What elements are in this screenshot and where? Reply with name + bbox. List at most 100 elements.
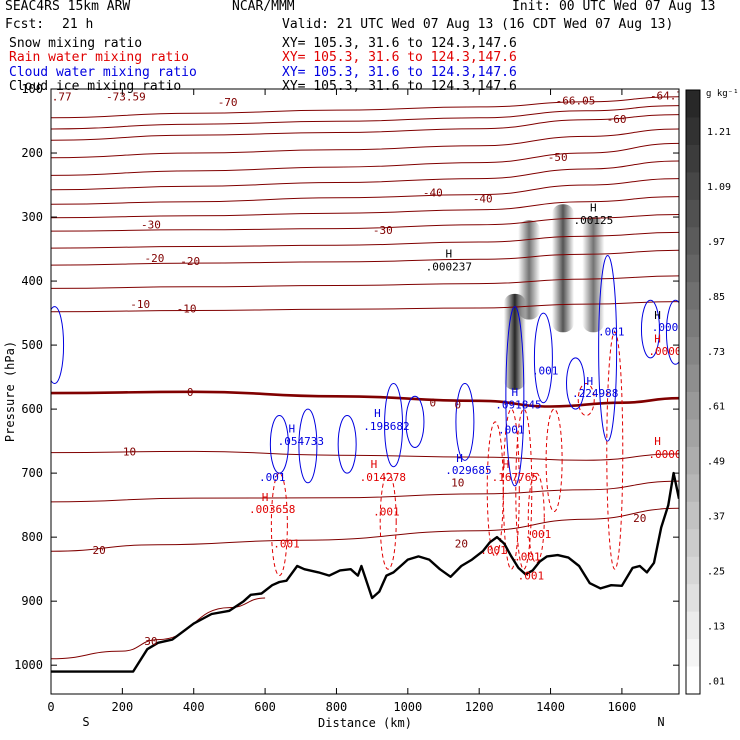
field-snow-name: Snow mixing ratio <box>9 36 143 51</box>
temp-contour-10 <box>51 450 679 461</box>
y-tick-label-1: 200 <box>21 146 43 160</box>
colorbar-segment-9 <box>686 337 700 366</box>
colorbar-label-0: 1.21 <box>707 127 731 138</box>
contour-label-12: 0 <box>429 397 436 410</box>
extremum-label-18: .054733 <box>278 435 324 448</box>
cloud-water-contour-7 <box>505 306 525 487</box>
temp-contour-minor-8 <box>51 480 679 503</box>
temp-contour-minor-2 <box>51 160 679 191</box>
colorbar-segment-0 <box>686 90 700 118</box>
y-tick-label-4: 500 <box>21 338 43 352</box>
temp-contour-m50 <box>51 142 679 176</box>
colorbar-segment-21 <box>686 666 700 695</box>
x-tick-label-0: 0 <box>47 700 54 714</box>
colorbar-label-3: .85 <box>707 292 725 303</box>
colorbar-segment-13 <box>686 446 700 475</box>
extremum-label-24: .014278 <box>360 471 406 484</box>
cloud-water-contour-3 <box>337 415 357 474</box>
contour-label-16: 20 <box>93 544 106 557</box>
colorbar-segment-16 <box>686 529 700 558</box>
snow-plume-3 <box>582 217 605 333</box>
extremum-label-4: H <box>654 309 661 322</box>
colorbar-segment-11 <box>686 392 700 420</box>
extremum-label-12: H <box>586 375 593 388</box>
snow-plume-2 <box>552 204 575 333</box>
contour-label-4: -40 <box>473 192 493 205</box>
model-title: SEAC4RS 15km ARW <box>5 0 131 14</box>
extremum-label-10: H <box>512 386 519 399</box>
y-tick-label-8: 900 <box>21 594 43 608</box>
contour-label-23: .77 <box>52 91 72 104</box>
colorbar-segment-12 <box>686 419 700 448</box>
north-label: N <box>657 715 664 729</box>
y-tick-label-2: 300 <box>21 210 43 224</box>
x-tick-label-1: 200 <box>112 700 134 714</box>
y-tick-label-9: 1000 <box>14 658 43 672</box>
y-tick-label-3: 400 <box>21 274 43 288</box>
snow-plume-0 <box>503 293 526 390</box>
temp-contour-minor-4 <box>51 231 679 249</box>
x-tick-label-8: 1600 <box>607 700 636 714</box>
temp-contour-20 <box>51 507 679 552</box>
colorbar-segment-8 <box>686 309 700 338</box>
colorbar-segment-19 <box>686 611 700 640</box>
temp-contour-minor-1 <box>51 128 679 159</box>
extremum-label-26: .167765 <box>492 471 538 484</box>
colorbar-segment-4 <box>686 199 700 228</box>
extremum-label-2: H <box>446 248 453 261</box>
colorbar-label-6: .49 <box>707 457 725 468</box>
x-tick-label-4: 800 <box>326 700 348 714</box>
cloud-water-contours <box>51 254 679 487</box>
extremum-label-9: .001 <box>532 365 559 378</box>
extremum-label-30: .001 <box>373 506 400 519</box>
rain-contour-8 <box>577 382 595 417</box>
contour-label-5: -30 <box>141 219 161 232</box>
extremum-label-27: .001 <box>259 471 286 484</box>
colorbar-label-2: .97 <box>707 237 725 248</box>
extremum-label-0: H <box>590 201 597 214</box>
snow-shading <box>503 204 605 390</box>
colorbar-segment-17 <box>686 556 700 585</box>
colorbar-segment-15 <box>686 501 700 530</box>
colorbar-label-10: .01 <box>707 676 725 687</box>
extremum-label-35: .001 <box>518 570 545 583</box>
extremum-label-14: H <box>374 407 381 420</box>
extremum-label-5: .0001 <box>652 321 685 334</box>
x-tick-label-7: 1400 <box>536 700 565 714</box>
forecast-hour: 21 h <box>62 17 94 32</box>
colorbar-segment-10 <box>686 364 700 393</box>
colorbar-segment-18 <box>686 584 700 613</box>
temp-contour-m70 <box>51 96 679 119</box>
colorbar-segment-1 <box>686 117 700 146</box>
colorbar-label-8: .25 <box>707 566 725 577</box>
extremum-label-8: .001 <box>598 326 625 339</box>
extremum-label-15: .198682 <box>363 420 409 433</box>
contour-label-8: -20 <box>180 255 200 268</box>
temp-contour-0 <box>51 390 679 408</box>
extremum-label-22: .029685 <box>445 464 491 477</box>
contour-label-1: -60 <box>607 113 627 126</box>
contour-label-15: 10 <box>451 477 464 490</box>
x-axis-label: Distance (km) <box>318 716 412 730</box>
contour-label-13: 0 <box>454 399 461 412</box>
cloud-water-contour-5 <box>405 395 425 449</box>
temp-contour-m10 <box>51 301 679 313</box>
y-tick-label-7: 800 <box>21 530 43 544</box>
colorbar-segment-5 <box>686 227 700 256</box>
colorbar-unit: g kg⁻¹ <box>706 89 739 99</box>
rain-contour-0 <box>270 472 288 577</box>
cloud-water-contour-10 <box>598 254 618 442</box>
contour-labels: -70 -60 -50 -40 -40 -30 -30 -20 -20 -10 -10 0 0 0 10 10… <box>52 89 685 647</box>
cloud-water-contour-9 <box>566 357 586 410</box>
colorbar-segment-2 <box>686 144 700 173</box>
temp-contour-m40 <box>51 178 679 205</box>
rain-contour-5 <box>527 472 545 564</box>
colorbar-label-9: .13 <box>707 621 725 632</box>
forecast-label: Fcst: <box>5 17 45 32</box>
rain-contour-4 <box>515 408 533 570</box>
x-tick-label-2: 400 <box>183 700 205 714</box>
contour-label-21: -64.7 <box>650 89 683 102</box>
field-cloudwater-name: Cloud water mixing ratio <box>9 65 197 80</box>
colorbar-label-7: .37 <box>707 512 725 523</box>
contour-label-6: -30 <box>373 224 393 237</box>
